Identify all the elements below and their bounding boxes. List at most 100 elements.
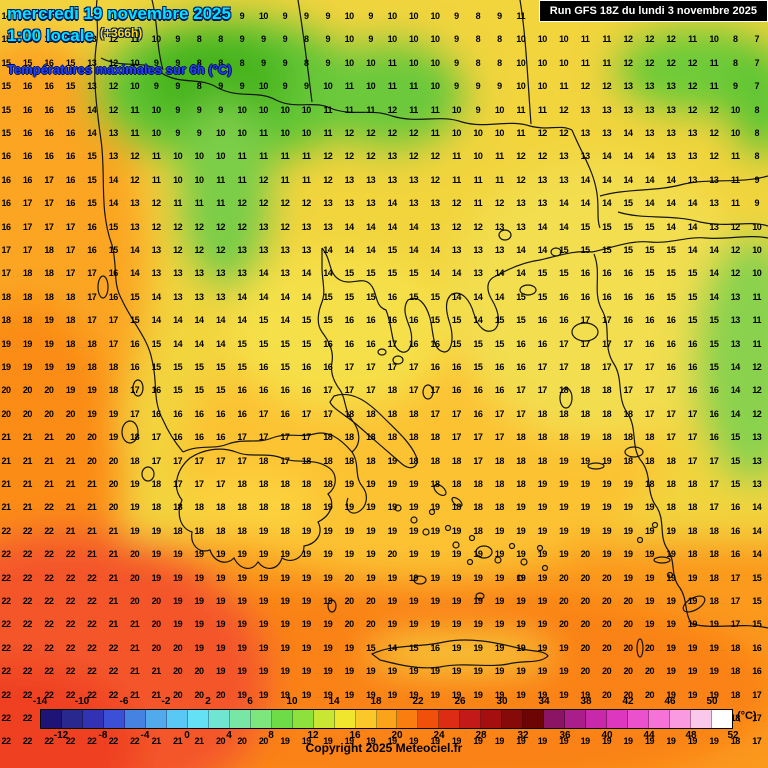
temp-value: 19	[473, 596, 483, 606]
temp-value: 21	[22, 455, 33, 466]
temp-value: 13	[151, 268, 162, 279]
temp-value: 18	[258, 455, 269, 466]
temp-value: 21	[108, 525, 119, 536]
temp-value: 10	[151, 104, 162, 115]
temp-value: 18	[130, 455, 140, 466]
temp-value: 15	[301, 338, 312, 349]
temp-value: 15	[387, 245, 398, 255]
temp-value: 18	[730, 736, 741, 747]
temp-value: 18	[344, 408, 355, 419]
temp-value: 9	[368, 11, 373, 21]
temp-value: 20	[130, 596, 140, 606]
temp-value: 10	[151, 11, 162, 21]
temp-value: 19	[1, 362, 11, 372]
temp-value: 22	[1, 713, 11, 723]
temp-value: 14	[752, 502, 762, 513]
temp-value: 19	[280, 642, 290, 653]
temp-value: 19	[258, 619, 269, 630]
temp-value: 18	[301, 479, 312, 489]
temp-value: 16	[215, 432, 226, 443]
temp-value: 19	[237, 549, 247, 560]
temp-value: 19	[387, 572, 398, 583]
temp-value: 19	[473, 736, 483, 747]
temp-value: 19	[366, 689, 376, 700]
scale-label: 40	[601, 730, 613, 741]
temp-value: 10	[194, 151, 205, 162]
temp-value: 14	[173, 315, 183, 326]
temp-value: 8	[475, 34, 481, 45]
temp-value: 20	[151, 596, 162, 606]
temp-value: 17	[730, 619, 741, 630]
scale-color-cell	[313, 710, 335, 728]
temp-value: 22	[65, 642, 76, 653]
border-north	[100, 57, 573, 131]
temp-value: 19	[559, 479, 569, 489]
temp-value: 14	[644, 151, 655, 162]
temp-value: 19	[366, 502, 376, 513]
temp-value: 10	[366, 81, 376, 92]
temp-value: 22	[22, 736, 33, 747]
temp-value: 16	[130, 362, 140, 372]
temp-value: 17	[709, 479, 719, 489]
temp-value: 8	[196, 81, 202, 92]
temp-value: 19	[537, 619, 548, 630]
temp-value: 19	[559, 502, 569, 513]
temp-value: 19	[473, 689, 483, 700]
temp-value: 19	[108, 432, 119, 443]
scale-color-cell	[250, 710, 272, 728]
temp-value: 10	[430, 11, 440, 21]
temp-value: 20	[344, 619, 355, 630]
temp-value: 19	[430, 525, 440, 536]
temp-value: 10	[709, 34, 719, 45]
scale-label: -8	[98, 730, 108, 741]
temp-value: 20	[580, 619, 591, 630]
temp-value: 19	[644, 572, 655, 583]
temp-value: 14	[666, 198, 676, 209]
temp-value: 19	[559, 642, 569, 653]
temp-value: 20	[580, 666, 591, 677]
color-scale-bar	[40, 709, 733, 729]
temp-value: 9	[239, 81, 245, 92]
temp-value: 9	[325, 34, 331, 45]
temp-value: 12	[752, 408, 762, 419]
temp-value: 18	[215, 502, 226, 513]
temp-value: 19	[323, 525, 333, 536]
temp-value: 9	[218, 104, 223, 115]
temp-value: 22	[22, 549, 33, 560]
temp-value: 15	[430, 291, 440, 302]
temp-value: 18	[323, 432, 333, 443]
temp-value: 10	[194, 174, 205, 185]
temp-value: 12	[409, 128, 419, 138]
temp-value: 19	[687, 689, 698, 700]
temp-value: 16	[430, 338, 440, 349]
temp-value: 15	[366, 268, 376, 279]
temp-value: 19	[709, 619, 719, 630]
temp-value: 13	[237, 268, 247, 279]
temp-value: 18	[237, 479, 247, 489]
temp-value: 18	[730, 642, 741, 653]
temp-value: 8	[733, 34, 738, 45]
temp-value: 22	[87, 619, 97, 630]
temp-value: 18	[130, 432, 140, 443]
border-turkey	[571, 129, 601, 229]
temp-value: 18	[666, 455, 676, 466]
temp-value: 18	[602, 432, 612, 443]
temp-value: 15	[602, 245, 612, 255]
temp-value: 19	[366, 572, 376, 583]
temp-value: 17	[602, 338, 612, 349]
temp-value: 16	[215, 408, 226, 419]
temp-value: 19	[280, 549, 290, 560]
temp-value: 15	[87, 151, 97, 162]
temp-value: 18	[237, 502, 247, 513]
temp-value: 19	[559, 525, 569, 536]
temp-value: 15	[1, 34, 11, 45]
temp-value: 12	[430, 174, 440, 185]
temp-value: 11	[280, 151, 290, 162]
temp-value: 14	[1, 11, 11, 21]
scale-color-cell	[712, 710, 732, 728]
temp-value: 12	[130, 151, 140, 162]
temp-value: 16	[387, 315, 398, 326]
temp-value: 15	[666, 291, 676, 302]
temp-value: 9	[282, 81, 288, 92]
temp-value: 12	[173, 245, 183, 255]
